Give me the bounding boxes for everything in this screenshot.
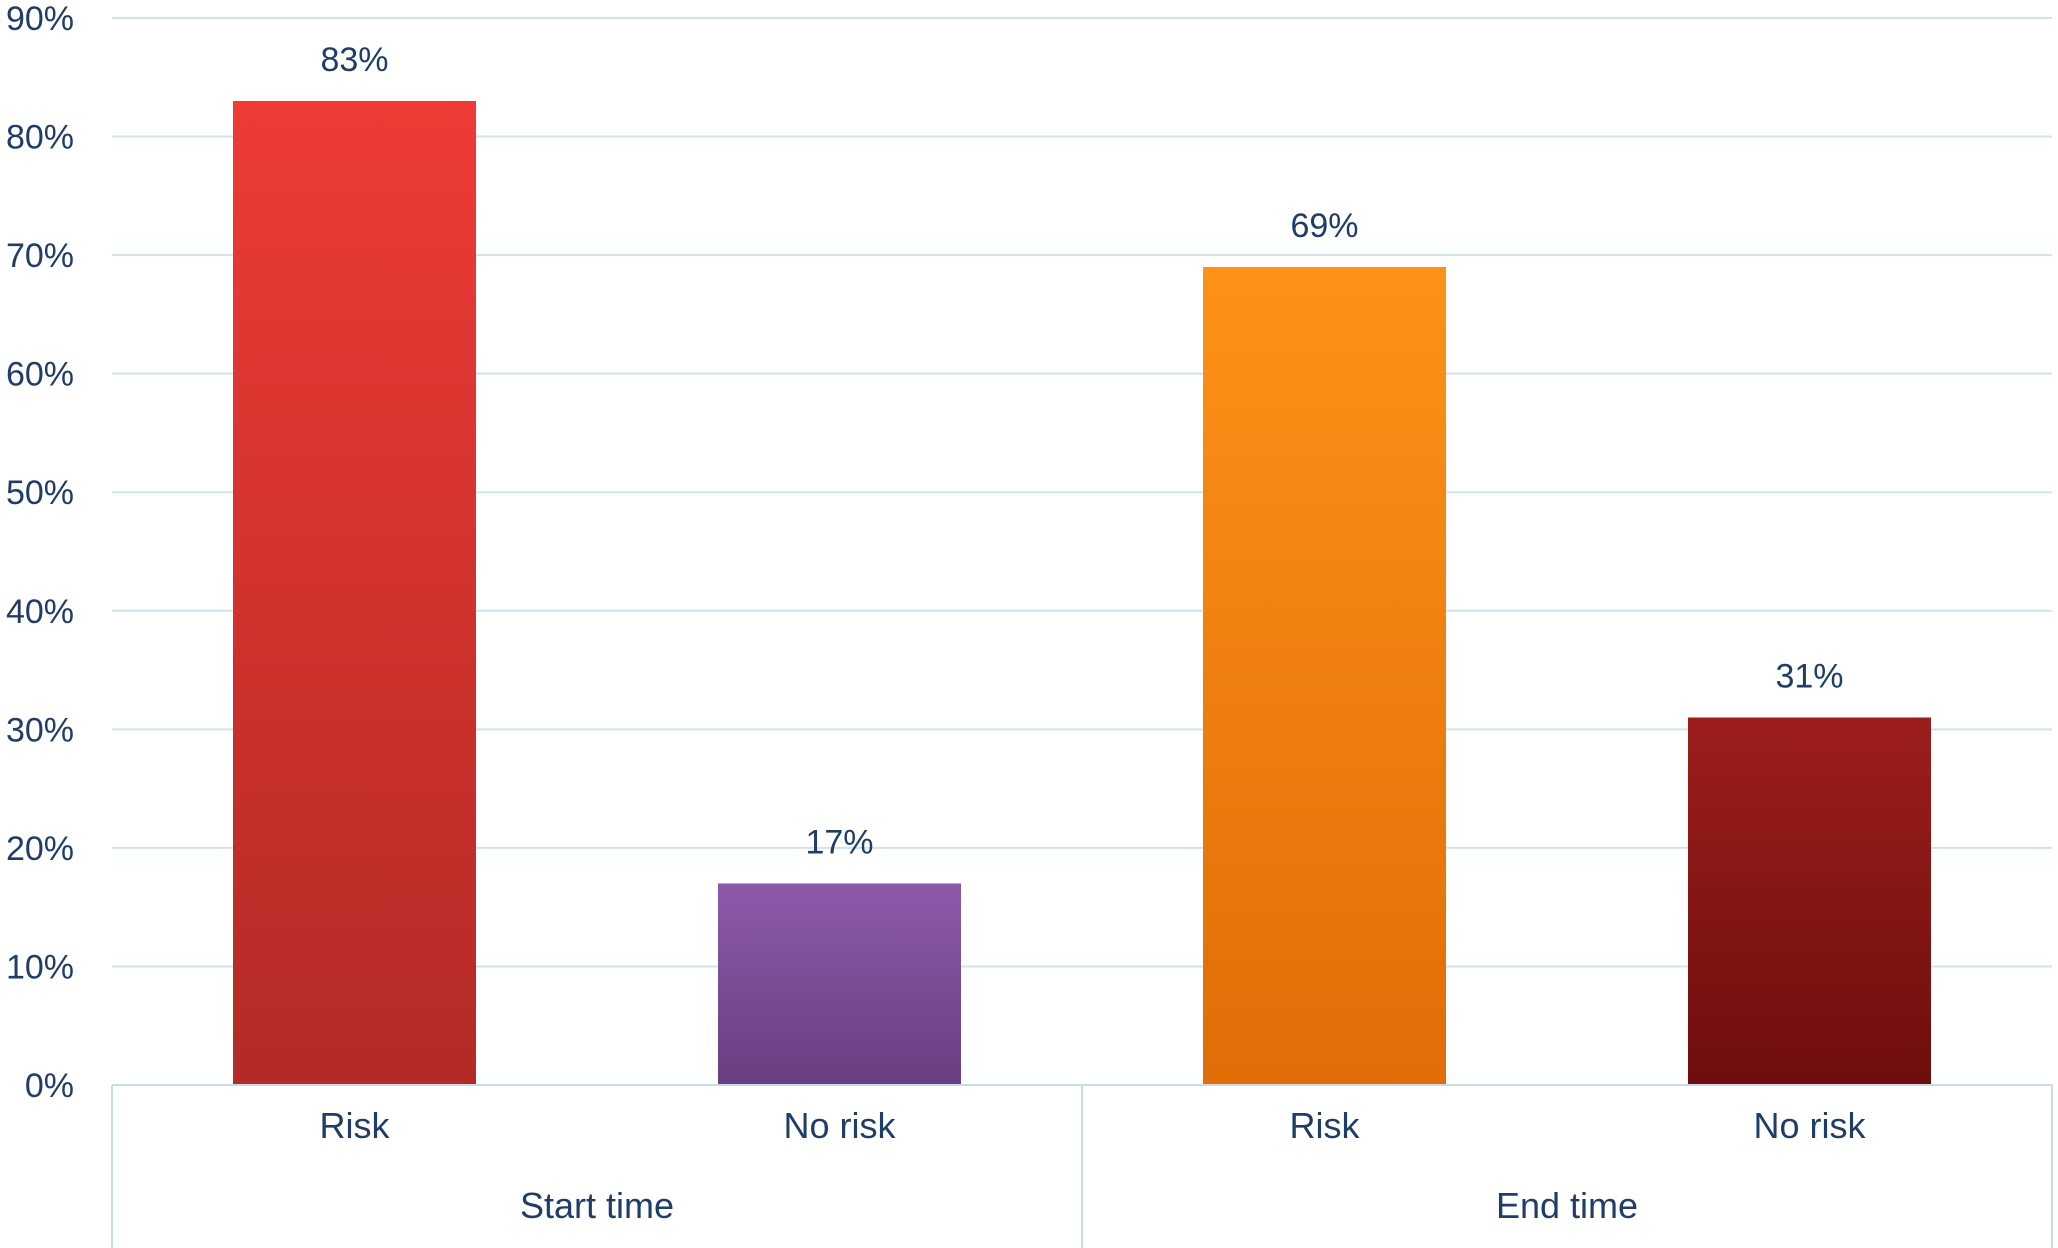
data-label: 31% — [1775, 657, 1843, 695]
bar-end-time-risk — [1203, 266, 1446, 1085]
x-group-label: Start time — [520, 1185, 674, 1226]
y-axis-ticks: 0% 10% 20% 30% 40% 50% 60% 70% 80% 90% — [6, 0, 74, 1105]
y-tick-label: 40% — [6, 593, 74, 631]
bar-start-time-no-risk — [718, 883, 961, 1085]
y-tick-label: 80% — [6, 119, 74, 157]
data-labels: 83% 17% 69% 31% — [320, 41, 1843, 861]
x-group-label: End time — [1496, 1185, 1638, 1226]
x-axis: Risk No risk Start time Risk No risk End time — [111, 1084, 2053, 1248]
bar-start-time-risk — [233, 100, 476, 1085]
x-category-label: No risk — [1753, 1105, 1866, 1146]
y-tick-label: 30% — [6, 711, 74, 749]
y-tick-label: 60% — [6, 356, 74, 394]
y-tick-label: 20% — [6, 830, 74, 868]
y-tick-label: 90% — [6, 0, 74, 38]
y-tick-label: 10% — [6, 948, 74, 986]
data-label: 69% — [1290, 207, 1358, 245]
data-label: 83% — [320, 41, 388, 79]
y-tick-label: 70% — [6, 237, 74, 275]
x-category-label: Risk — [320, 1105, 391, 1146]
data-label: 17% — [805, 823, 873, 861]
bar-end-time-no-risk — [1688, 717, 1931, 1085]
y-tick-label: 0% — [25, 1067, 74, 1105]
bars — [233, 100, 1931, 1085]
x-category-label: Risk — [1290, 1105, 1361, 1146]
y-tick-label: 50% — [6, 474, 74, 512]
x-category-label: No risk — [783, 1105, 896, 1146]
